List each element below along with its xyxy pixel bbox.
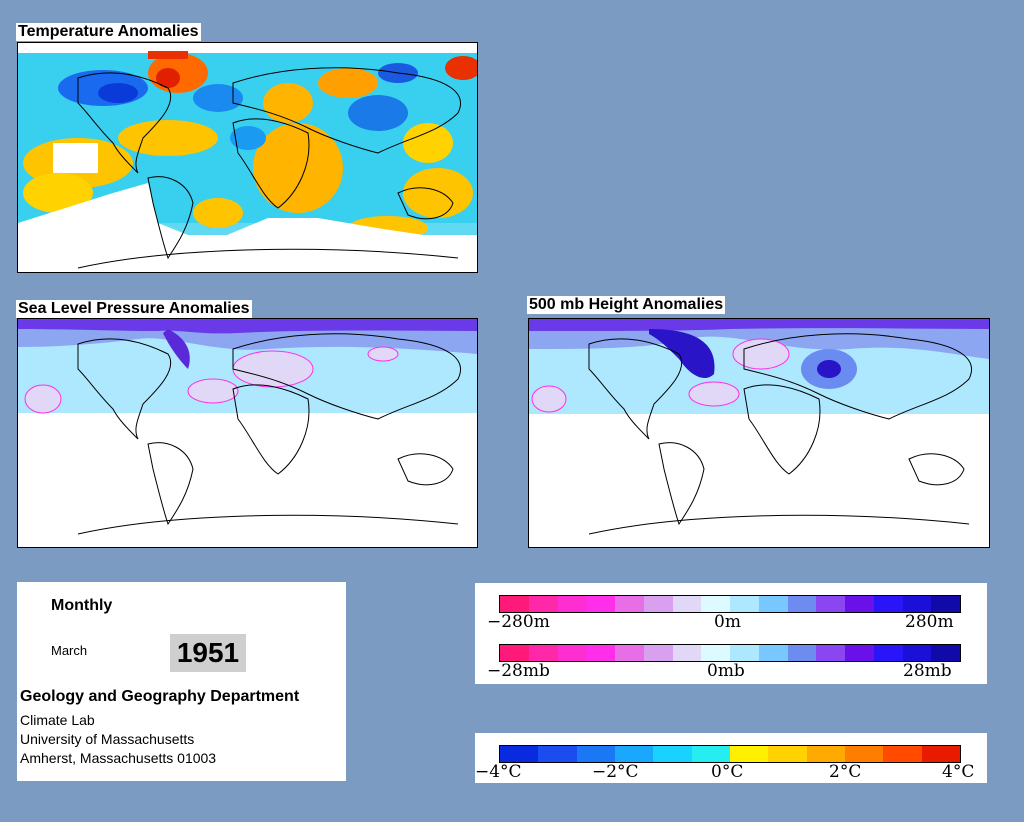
temperature-anomaly-map [17,42,478,273]
height-swatch-6 [643,596,673,612]
temp-swatch-5 [653,746,692,762]
height-swatch-13 [845,596,874,612]
slp-swatch-11 [787,645,817,661]
temp-label-3: 0°C [711,762,744,782]
slp-swatch-16 [931,645,960,661]
height-color-bar [499,595,961,613]
slp-swatch-14 [873,645,903,661]
height-swatch-11 [787,596,817,612]
period-label: Monthly [51,597,113,614]
temp-label-2: −2°C [592,762,639,782]
temperature-color-bar [499,745,961,763]
height-min-label: −280m [487,612,550,632]
slp-swatch-5 [615,645,644,661]
temp-swatch-6 [691,746,730,762]
temp-label-4: 2°C [829,762,862,782]
height-swatch-15 [902,596,932,612]
temperature-legend: −4°C −2°C 0°C 2°C 4°C [475,733,987,783]
temp-swatch-10 [844,746,884,762]
slp-swatch-3 [557,645,587,661]
slp-swatch-15 [902,645,932,661]
slp-swatch-10 [758,645,788,661]
height-swatch-12 [816,596,845,612]
height-swatch-5 [615,596,644,612]
address-label: Amherst, Massachusetts 01003 [20,750,217,766]
temp-swatch-7 [729,746,769,762]
temp-label-1: −4°C [475,762,522,782]
temp-swatch-8 [768,746,807,762]
slp-anomaly-map [17,318,478,548]
height-swatch-16 [931,596,960,612]
temp-swatch-1 [500,746,539,762]
height-swatch-4 [586,596,615,612]
height-swatch-8 [701,596,730,612]
slp-swatch-4 [586,645,615,661]
height-swatch-14 [873,596,903,612]
height-swatch-2 [528,596,558,612]
temp-swatch-3 [576,746,615,762]
slp-map-title: Sea Level Pressure Anomalies [16,300,252,318]
height-anomaly-map [528,318,990,548]
temp-swatch-12 [921,746,960,762]
temperature-map-title: Temperature Anomalies [16,23,201,41]
slp-swatch-1 [500,645,529,661]
slp-swatch-9 [730,645,759,661]
pressure-height-legend: −280m 0m 280m −28mb 0mb 28mb [475,583,987,684]
slp-mid-label: 0mb [707,661,745,681]
temp-swatch-2 [538,746,577,762]
university-label: University of Massachusetts [20,731,195,747]
height-swatch-9 [730,596,759,612]
slp-swatch-7 [672,645,702,661]
height-swatch-3 [557,596,587,612]
height-swatch-7 [672,596,702,612]
month-label: March [51,643,88,658]
slp-color-bar [499,644,961,662]
temp-swatch-11 [883,746,922,762]
temp-label-5: 4°C [942,762,975,782]
slp-max-label: 28mb [903,661,952,681]
slp-min-label: −28mb [487,661,550,681]
height-swatch-1 [500,596,529,612]
department-label: Geology and Geography Department [20,688,300,705]
slp-swatch-12 [816,645,845,661]
height-mid-label: 0m [714,612,741,632]
height-max-label: 280m [905,612,954,632]
year-display: 1951 [170,634,246,672]
temp-swatch-4 [614,746,654,762]
height-map-title: 500 mb Height Anomalies [527,296,726,314]
slp-swatch-13 [845,645,874,661]
temp-swatch-9 [806,746,845,762]
slp-swatch-2 [528,645,558,661]
height-swatch-10 [758,596,788,612]
slp-swatch-8 [701,645,730,661]
info-panel: Monthly March Geology and Geography Depa… [17,582,346,781]
slp-swatch-6 [643,645,673,661]
lab-label: Climate Lab [20,712,95,728]
